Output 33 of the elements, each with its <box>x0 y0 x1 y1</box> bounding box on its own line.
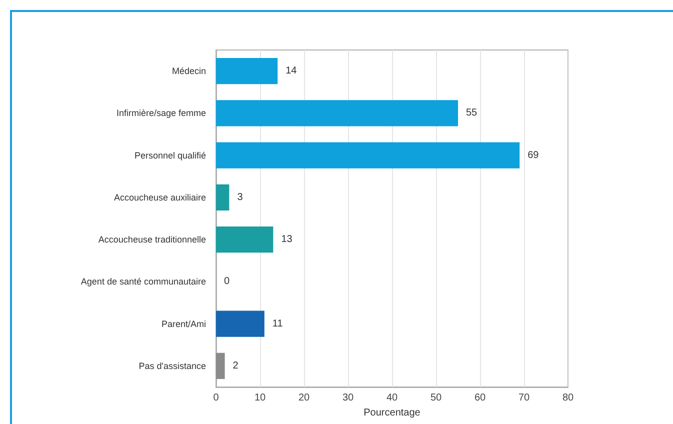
y-tick-label: Infirmière/sage femme <box>116 108 206 118</box>
data-label: 69 <box>528 150 540 161</box>
bar <box>216 58 278 84</box>
data-label: 2 <box>232 360 239 372</box>
y-tick-label: Médecin <box>172 66 206 76</box>
data-label: 14 <box>286 66 298 77</box>
x-tick-label: 60 <box>474 392 486 404</box>
x-tick-label: 50 <box>430 392 442 404</box>
x-tick-label: 10 <box>254 392 266 404</box>
y-tick-label: Pas d'assistance <box>138 360 206 371</box>
x-tick-label: 20 <box>298 392 310 404</box>
data-label: 55 <box>466 108 478 119</box>
data-label: 13 <box>281 234 293 246</box>
y-tick-label: Parent/Ami <box>161 318 206 329</box>
bar <box>216 226 274 253</box>
bar <box>216 100 458 126</box>
y-tick-label: Agent de santé communautaire <box>80 276 206 287</box>
x-tick-label: 30 <box>342 392 354 404</box>
y-tick-label: Accoucheuse traditionnelle <box>98 234 206 245</box>
x-axis-title: Pourcentage <box>364 407 421 418</box>
y-tick-label: Personnel qualifié <box>134 150 206 160</box>
bar <box>216 142 520 168</box>
y-tick-label: Accoucheuse auxiliaire <box>114 192 206 202</box>
data-label: 11 <box>272 318 284 330</box>
data-label: 0 <box>224 276 230 288</box>
bar <box>216 352 225 379</box>
data-label: 3 <box>237 192 244 203</box>
x-tick-label: 40 <box>386 392 398 404</box>
x-tick-label: 80 <box>562 392 574 404</box>
bar <box>216 184 230 210</box>
x-tick-label: 70 <box>518 392 530 404</box>
bar <box>216 310 264 337</box>
x-tick-label: 0 <box>213 392 220 404</box>
